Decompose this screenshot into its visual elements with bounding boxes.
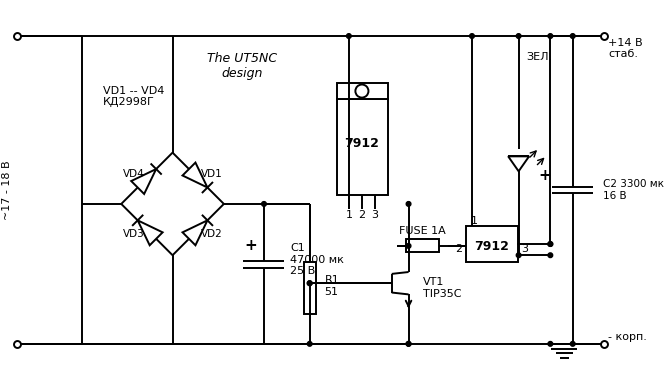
Text: VD1 -- VD4
КД2998Г: VD1 -- VD4 КД2998Г <box>102 86 164 107</box>
Text: 1: 1 <box>345 210 352 220</box>
Circle shape <box>548 242 553 246</box>
Circle shape <box>548 341 553 346</box>
Circle shape <box>307 281 312 285</box>
Text: 2: 2 <box>358 210 366 220</box>
Bar <box>466 226 517 262</box>
Text: ~17 - 18 В: ~17 - 18 В <box>3 160 13 220</box>
Circle shape <box>406 201 411 206</box>
Text: C1
47000 мк
25 В: C1 47000 мк 25 В <box>290 243 344 276</box>
Polygon shape <box>131 169 156 194</box>
Polygon shape <box>182 220 207 245</box>
Bar <box>304 262 317 314</box>
Polygon shape <box>508 156 529 171</box>
Text: 7912: 7912 <box>474 240 509 253</box>
Circle shape <box>571 341 575 346</box>
Circle shape <box>261 201 266 206</box>
Circle shape <box>406 341 411 346</box>
Text: +: + <box>539 169 551 183</box>
Circle shape <box>406 341 411 346</box>
Circle shape <box>355 85 368 98</box>
Circle shape <box>307 281 312 285</box>
Bar <box>406 239 440 253</box>
Polygon shape <box>182 163 207 187</box>
Text: ЗЕЛ.: ЗЕЛ. <box>526 51 552 62</box>
Circle shape <box>346 34 351 38</box>
Text: VD3: VD3 <box>122 229 144 239</box>
Text: FUSE 1A: FUSE 1A <box>399 226 446 236</box>
Text: C2 3300 мк
16 В: C2 3300 мк 16 В <box>602 179 664 201</box>
Circle shape <box>516 253 521 257</box>
Circle shape <box>548 242 553 246</box>
Circle shape <box>516 34 521 38</box>
Text: VD2: VD2 <box>201 229 223 239</box>
Polygon shape <box>138 220 163 245</box>
Text: VD4: VD4 <box>122 169 144 179</box>
Circle shape <box>406 243 411 248</box>
Text: 7912: 7912 <box>344 137 379 150</box>
Text: - корп.: - корп. <box>608 332 647 342</box>
Text: VD1: VD1 <box>201 169 223 179</box>
Bar <box>336 99 388 195</box>
Text: +: + <box>245 239 257 253</box>
Bar <box>336 83 388 99</box>
Text: 2: 2 <box>456 244 462 254</box>
Text: VT1
TIP35C: VT1 TIP35C <box>422 277 461 299</box>
Circle shape <box>548 253 553 257</box>
Circle shape <box>571 34 575 38</box>
Text: 3: 3 <box>372 210 378 220</box>
Circle shape <box>548 34 553 38</box>
Text: The UT5NC
design: The UT5NC design <box>207 52 277 80</box>
Text: +14 В
стаб.: +14 В стаб. <box>608 38 643 59</box>
Text: 3: 3 <box>521 244 528 254</box>
Text: 1: 1 <box>470 216 477 226</box>
Text: R1
51: R1 51 <box>325 275 339 297</box>
Circle shape <box>469 34 474 38</box>
Circle shape <box>307 341 312 346</box>
